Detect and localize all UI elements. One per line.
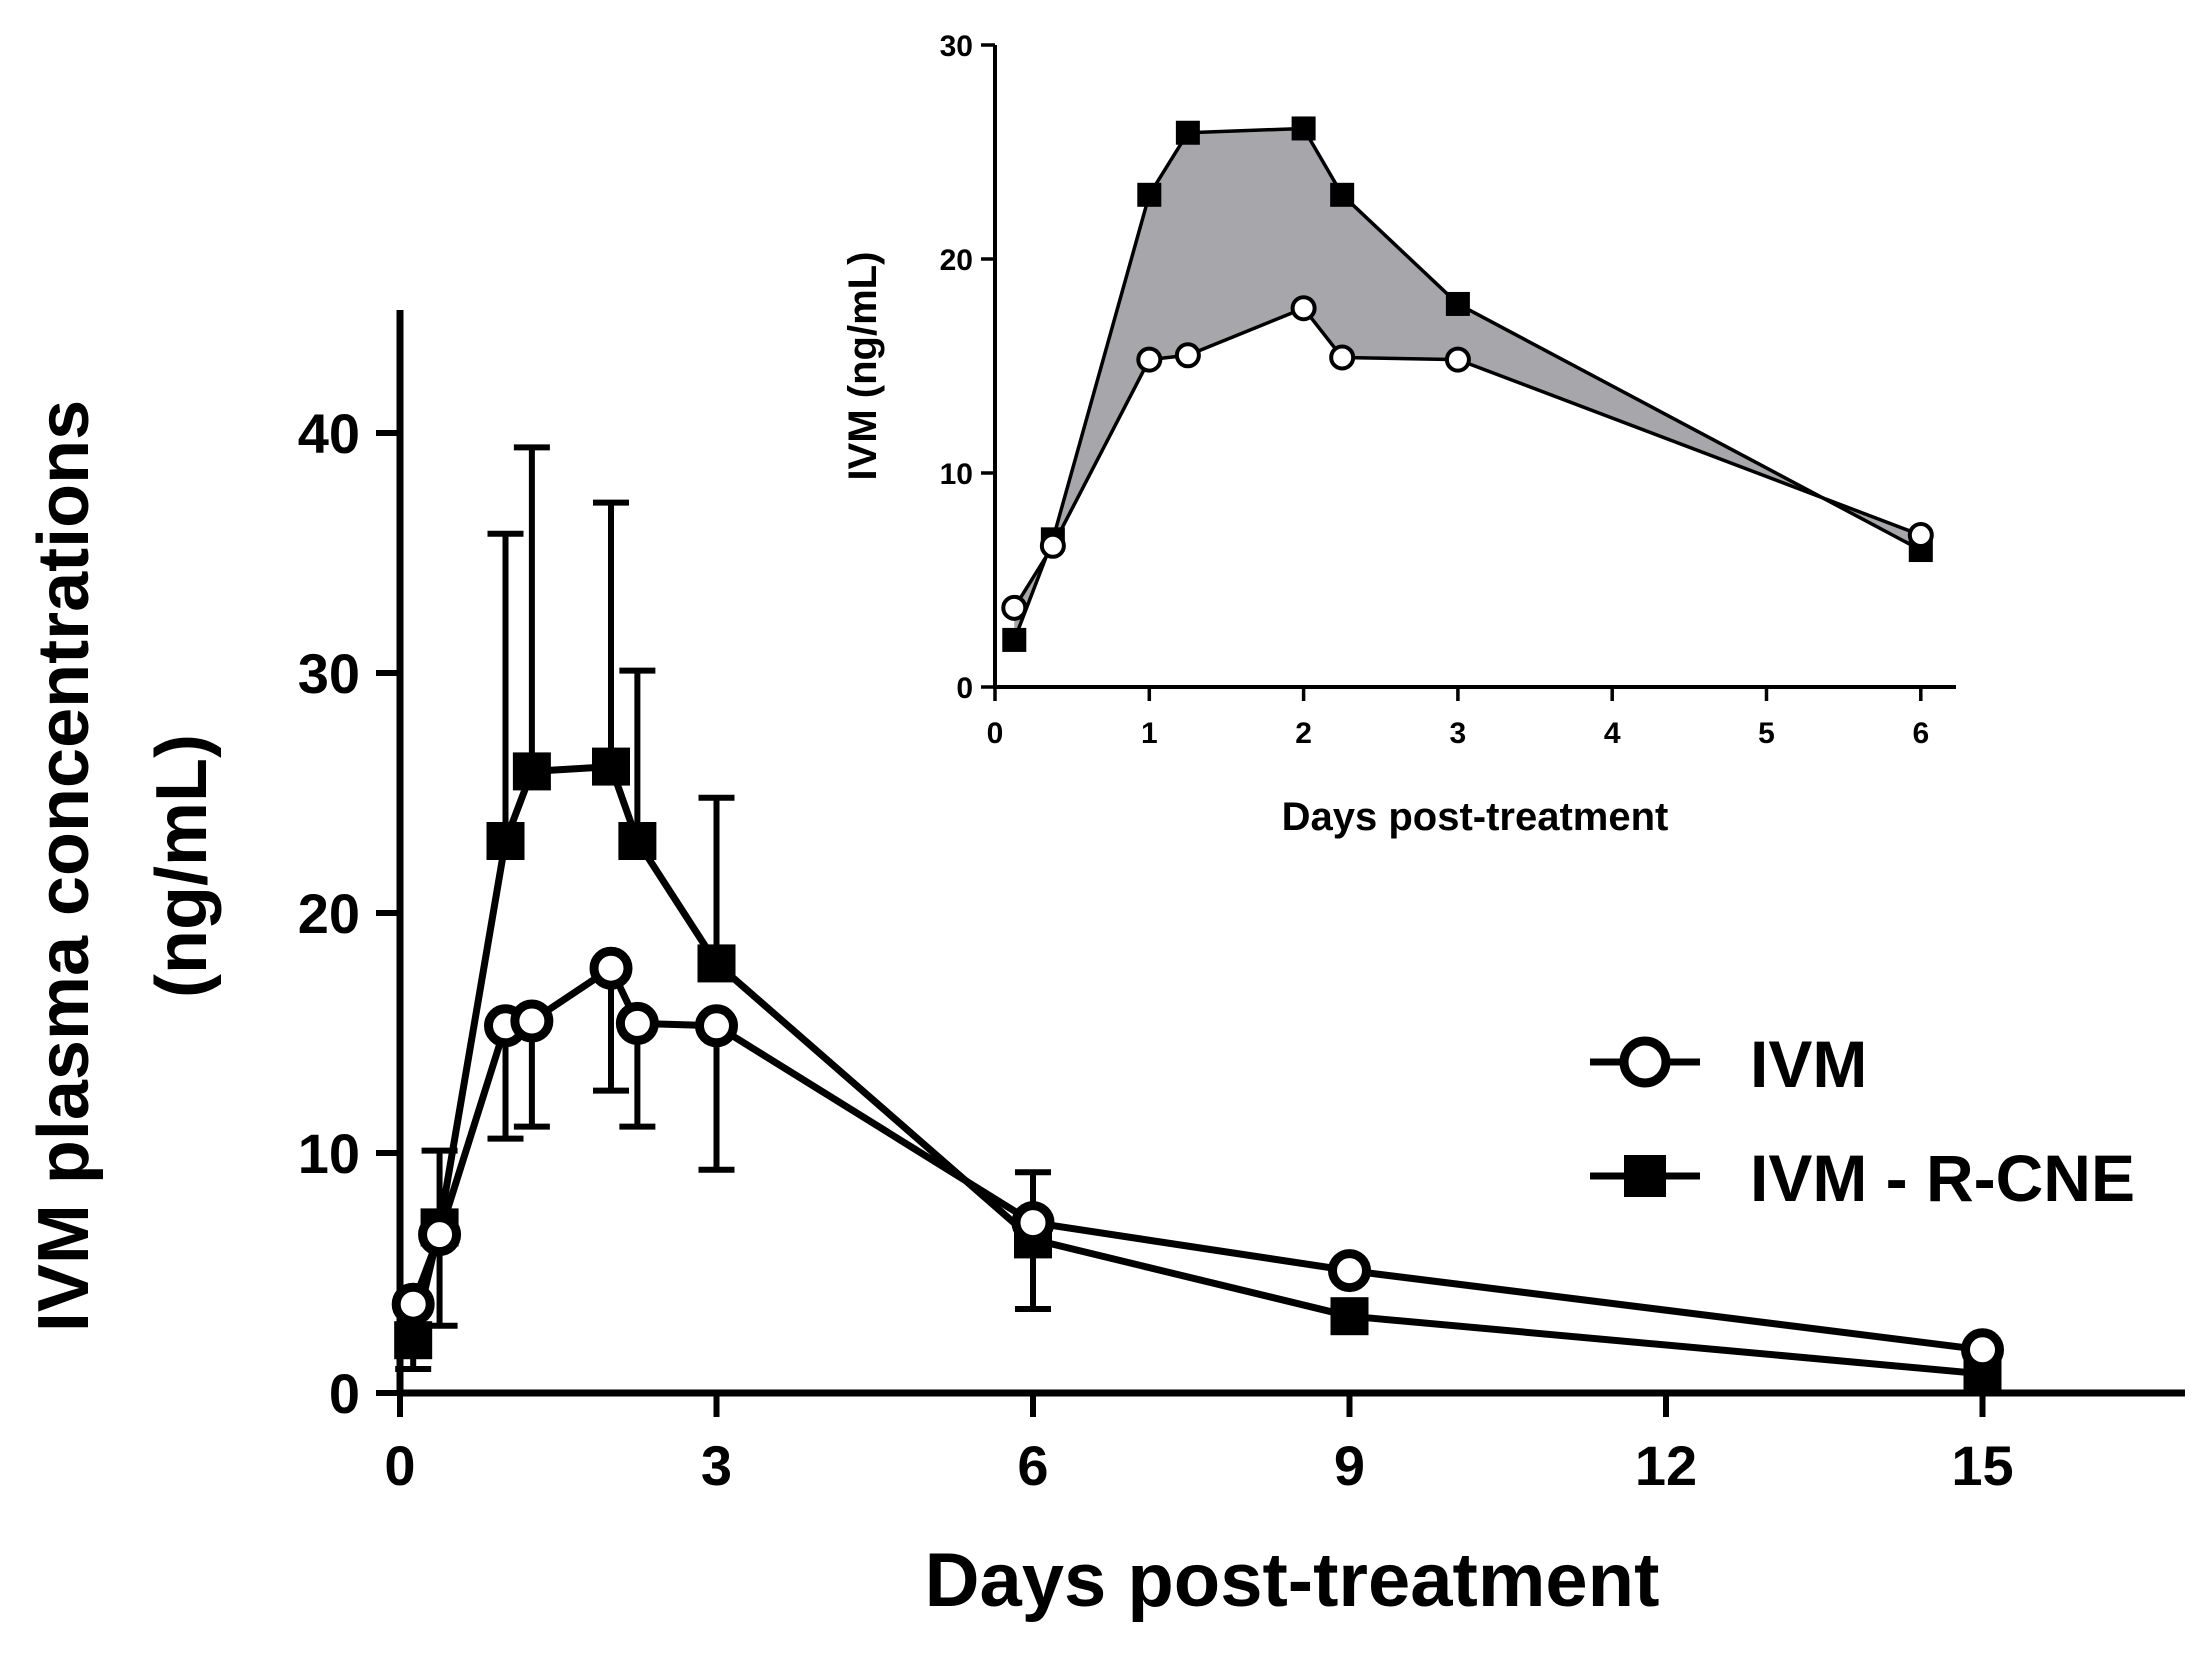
legend-label-ivm-r-cne: IVM - R-CNE (1750, 1141, 2135, 1215)
inset-data-point-ivm (1907, 522, 1934, 549)
inset-data-point-ivm (1444, 346, 1471, 373)
inset-x-tick-label: 2 (1295, 717, 1312, 750)
y-tick-label: 0 (329, 1362, 360, 1425)
inset-series-line-ivm (1012, 306, 1922, 609)
x-tick-label: 15 (1951, 1434, 2013, 1497)
data-point-ivm (510, 999, 554, 1043)
inset-data-point-ivm-r-cne (1137, 182, 1162, 207)
inset-data-point-ivm-r-cne (1291, 116, 1316, 141)
data-point-ivm (1011, 1201, 1055, 1245)
inset-data-point-ivm (1290, 295, 1317, 322)
x-tick-label: 0 (384, 1434, 415, 1497)
data-point-ivm (418, 1213, 462, 1257)
series-line-ivm (409, 964, 1983, 1354)
inset-series-line-ivm-r-cne (1012, 126, 1922, 641)
inset-data-point-ivm (1136, 346, 1163, 373)
inset-x-tick-label: 5 (1758, 717, 1775, 750)
x-tick-label: 9 (1334, 1434, 1365, 1497)
x-tick-label: 3 (701, 1434, 732, 1497)
inset-data-point-ivm (1329, 344, 1356, 371)
inset-y-tick-label: 20 (940, 244, 973, 277)
data-point-ivm (695, 1004, 738, 1048)
data-point-ivm-r-cne (618, 822, 657, 860)
inset-y-axis-title: IVM (ng/mL) (841, 252, 885, 481)
x-axis-title: Days post-treatment (925, 1538, 1660, 1623)
inset-x-tick-label: 1 (1141, 717, 1158, 750)
legend-marker-ivm-r-cne (1624, 1155, 1666, 1197)
data-point-ivm-r-cne (1330, 1297, 1369, 1336)
data-point-ivm (615, 1001, 659, 1045)
inset-x-tick-label: 6 (1912, 717, 1929, 750)
y-tick-label: 10 (298, 1122, 360, 1185)
inset-x-tick-label: 0 (987, 717, 1004, 750)
legend: IVM IVM - R-CNE (1590, 1027, 2135, 1215)
y-axis-title-line2: (ng/mL) (142, 734, 222, 998)
x-tick-label: 12 (1635, 1434, 1697, 1497)
data-point-ivm (1961, 1328, 2004, 1372)
inset-chart: 0 10 20 30 0 1 2 3 4 5 6 Days post-treatment IVM (ng… (841, 30, 1956, 839)
y-tick-label: 30 (298, 642, 360, 705)
data-point-ivm-r-cne (697, 944, 736, 983)
inset-y-tick-label: 10 (940, 458, 973, 491)
data-point-ivm (391, 1282, 435, 1326)
inset-y-tick-label: 0 (956, 672, 973, 705)
data-point-ivm (589, 946, 633, 990)
inset-x-tick-label: 3 (1450, 717, 1467, 750)
inset-data-point-ivm-r-cne (1445, 291, 1470, 316)
legend-marker-ivm (1619, 1036, 1671, 1088)
legend-label-ivm: IVM (1750, 1027, 1867, 1101)
inset-x-axis-title: Days post-treatment (1282, 795, 1669, 839)
inset-data-point-ivm-r-cne (1175, 120, 1200, 145)
shaded-difference-area (1014, 128, 1921, 640)
inset-y-tick-label: 30 (940, 30, 973, 63)
inset-data-point-ivm (1039, 532, 1066, 559)
y-tick-label: 20 (298, 882, 360, 945)
data-point-ivm-r-cne (486, 822, 525, 860)
x-tick-label: 6 (1017, 1434, 1048, 1497)
inset-data-point-ivm (1174, 342, 1201, 369)
data-point-ivm-r-cne (512, 752, 551, 791)
inset-data-point-ivm-r-cne (1002, 627, 1027, 652)
inset-x-tick-label: 4 (1604, 717, 1621, 750)
inset-data-point-ivm (1001, 594, 1028, 621)
data-point-ivm-r-cne (592, 747, 630, 786)
inset-data-point-ivm-r-cne (1330, 182, 1355, 207)
data-point-ivm-r-cne (394, 1321, 433, 1360)
data-point-ivm (1328, 1249, 1371, 1293)
y-tick-label: 40 (298, 402, 360, 465)
y-axis-title-line1: IVM plasma concentrations (24, 400, 104, 1332)
series-line-ivm-r-cne (409, 763, 1983, 1378)
